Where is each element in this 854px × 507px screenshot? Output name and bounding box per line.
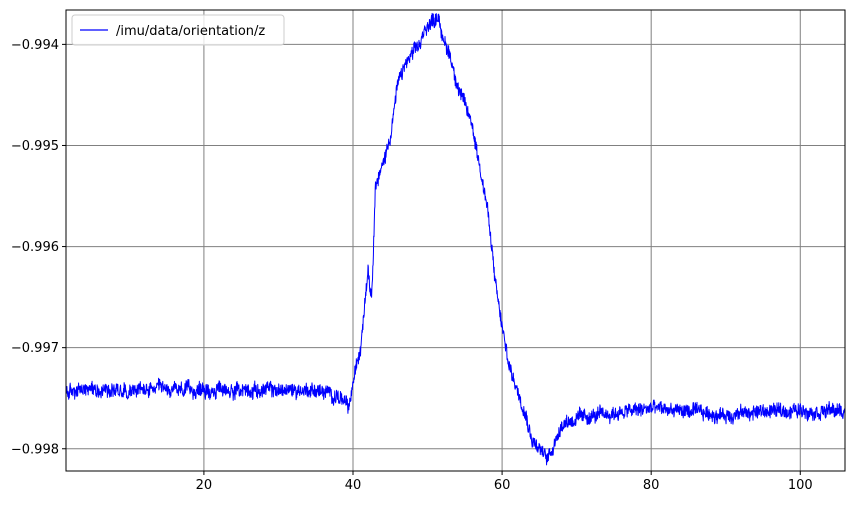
y-tick-label: −0.997 [11, 341, 59, 356]
y-tick-label: −0.998 [11, 442, 59, 457]
y-tick-label: −0.996 [11, 240, 59, 255]
series-line [65, 12, 846, 466]
x-tick-label: 20 [196, 478, 213, 493]
x-tick-label: 80 [643, 478, 660, 493]
plot-frame [65, 9, 846, 472]
legend-box [71, 14, 285, 46]
x-tick-label: 60 [494, 478, 511, 493]
axis-ticks: 20 40 60 80 100 −0.998 −0.997 −0.996 −0.995 −0.99… [11, 38, 813, 493]
series-layer [65, 12, 846, 466]
x-tick-label: 100 [788, 478, 813, 493]
x-tick-label: 40 [345, 478, 362, 493]
y-tick-label: −0.995 [11, 139, 59, 154]
legend: /imu/data/orientation/z [71, 14, 285, 46]
y-tick-label: −0.994 [11, 38, 59, 53]
grid [66, 10, 845, 471]
legend-label: /imu/data/orientation/z [116, 24, 265, 39]
